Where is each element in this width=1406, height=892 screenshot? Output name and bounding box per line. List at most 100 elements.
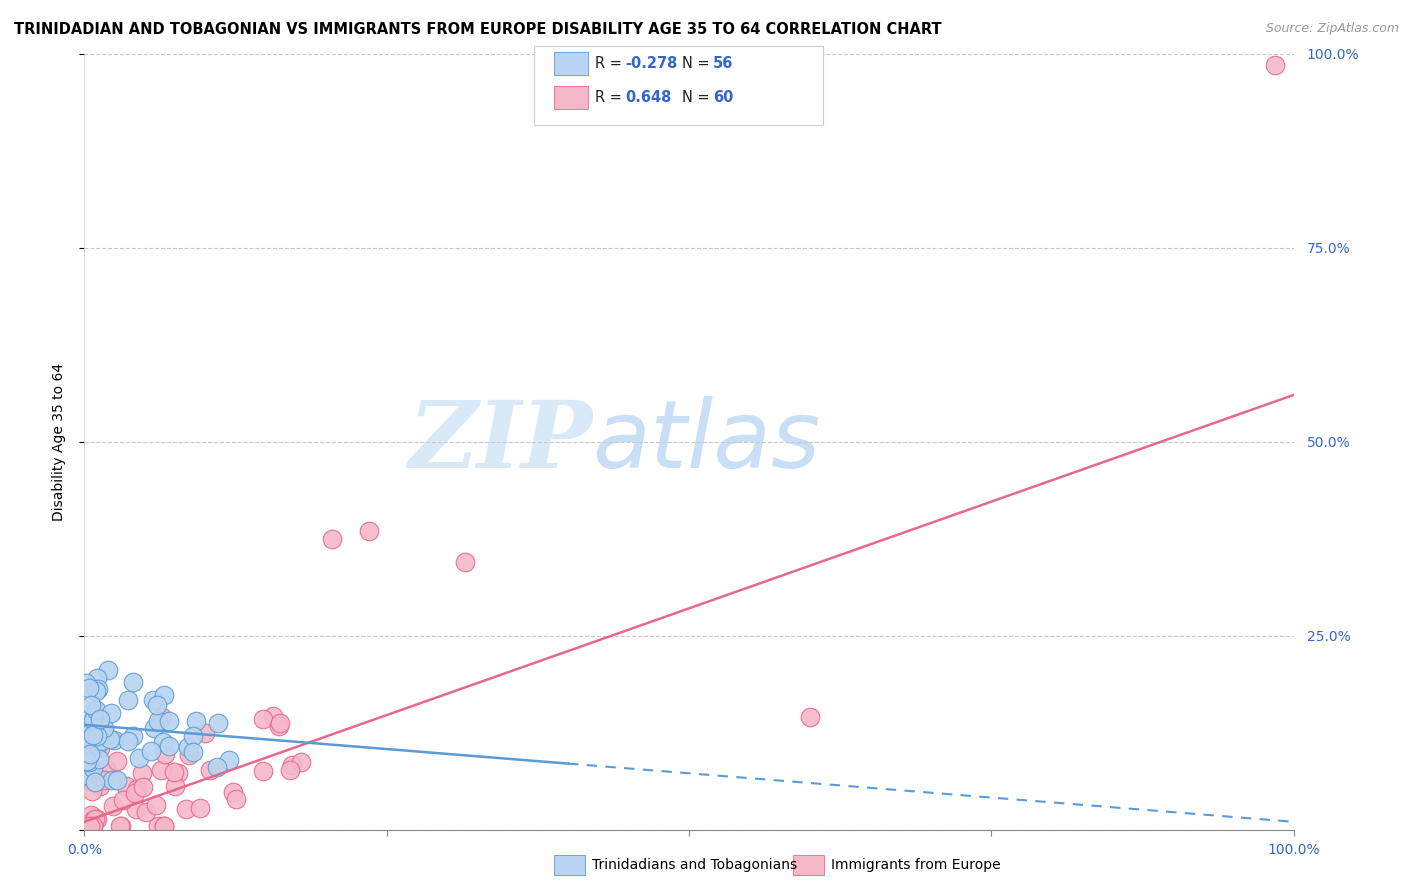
Point [132, 780, 155, 794]
Point [84, 703, 107, 717]
Point [152, 734, 174, 748]
Point [82, 728, 104, 742]
Point [80, 698, 103, 712]
Point [121, 675, 143, 690]
Point [75, 715, 97, 730]
Point [79, 747, 101, 762]
Point [194, 726, 217, 740]
Point [155, 747, 177, 762]
Point [167, 766, 190, 780]
Point [79, 724, 101, 739]
Point [153, 819, 176, 833]
Point [82, 819, 104, 833]
Point [142, 721, 165, 735]
Point [98, 731, 121, 746]
Point [135, 805, 157, 819]
Point [76, 754, 98, 768]
Point [75, 675, 97, 690]
Text: 56: 56 [713, 56, 733, 70]
Point [84, 812, 107, 826]
Point [100, 706, 122, 721]
Text: atlas: atlas [592, 396, 821, 487]
Text: -0.278: -0.278 [626, 56, 678, 70]
Text: 0.648: 0.648 [626, 90, 672, 104]
Point [79, 819, 101, 833]
Point [82, 819, 104, 833]
Point [146, 698, 169, 713]
Text: Source: ZipAtlas.com: Source: ZipAtlas.com [1265, 22, 1399, 36]
Point [79, 719, 101, 733]
Point [454, 555, 477, 569]
Point [89, 740, 111, 755]
Point [290, 755, 312, 769]
Point [153, 819, 176, 833]
Point [80, 808, 103, 822]
Point [87, 737, 110, 751]
Point [177, 739, 200, 754]
Point [357, 524, 380, 538]
Point [117, 734, 139, 748]
Point [142, 693, 165, 707]
Point [128, 751, 150, 765]
Text: Trinidadians and Tobagonians: Trinidadians and Tobagonians [592, 858, 797, 872]
Point [86, 729, 108, 743]
Point [110, 819, 132, 833]
Point [218, 753, 240, 767]
Point [82, 775, 104, 789]
Point [122, 729, 145, 743]
Point [105, 773, 128, 788]
Point [269, 719, 291, 733]
Point [269, 715, 291, 730]
Point [94, 762, 117, 776]
Point [157, 739, 180, 753]
Point [82, 813, 104, 827]
Point [127, 781, 149, 796]
Point [89, 712, 111, 726]
Point [84, 774, 107, 789]
Point [117, 693, 139, 707]
Point [101, 773, 124, 788]
Point [82, 784, 104, 798]
Point [93, 721, 115, 735]
Point [77, 681, 100, 696]
Text: N =: N = [682, 90, 714, 104]
Point [799, 710, 821, 724]
Text: TRINIDADIAN AND TOBAGONIAN VS IMMIGRANTS FROM EUROPE DISABILITY AGE 35 TO 64 COR: TRINIDADIAN AND TOBAGONIAN VS IMMIGRANTS… [14, 22, 942, 37]
Point [79, 739, 101, 754]
Point [94, 727, 117, 741]
Point [110, 819, 132, 833]
Text: Immigrants from Europe: Immigrants from Europe [831, 858, 1001, 872]
Point [84, 683, 107, 698]
Point [111, 793, 134, 807]
Point [262, 709, 284, 723]
Point [141, 744, 163, 758]
Point [82, 714, 104, 728]
Point [181, 730, 204, 744]
Point [105, 754, 128, 768]
Point [93, 773, 115, 788]
Point [79, 819, 101, 833]
Point [153, 688, 176, 702]
Point [145, 798, 167, 813]
Point [281, 757, 304, 772]
Point [101, 798, 124, 813]
Point [200, 763, 222, 777]
Point [221, 785, 243, 799]
Point [79, 760, 101, 774]
Point [150, 710, 173, 724]
Point [181, 745, 204, 759]
Point [252, 712, 274, 726]
Point [79, 764, 101, 778]
Text: R =: R = [595, 90, 626, 104]
Point [157, 714, 180, 728]
Point [82, 762, 104, 776]
Point [125, 802, 148, 816]
Point [86, 812, 108, 826]
Point [177, 747, 200, 762]
Point [103, 733, 125, 747]
Point [252, 764, 274, 778]
Point [207, 716, 229, 731]
Text: 60: 60 [713, 90, 733, 104]
Point [190, 800, 212, 814]
Point [124, 786, 146, 800]
